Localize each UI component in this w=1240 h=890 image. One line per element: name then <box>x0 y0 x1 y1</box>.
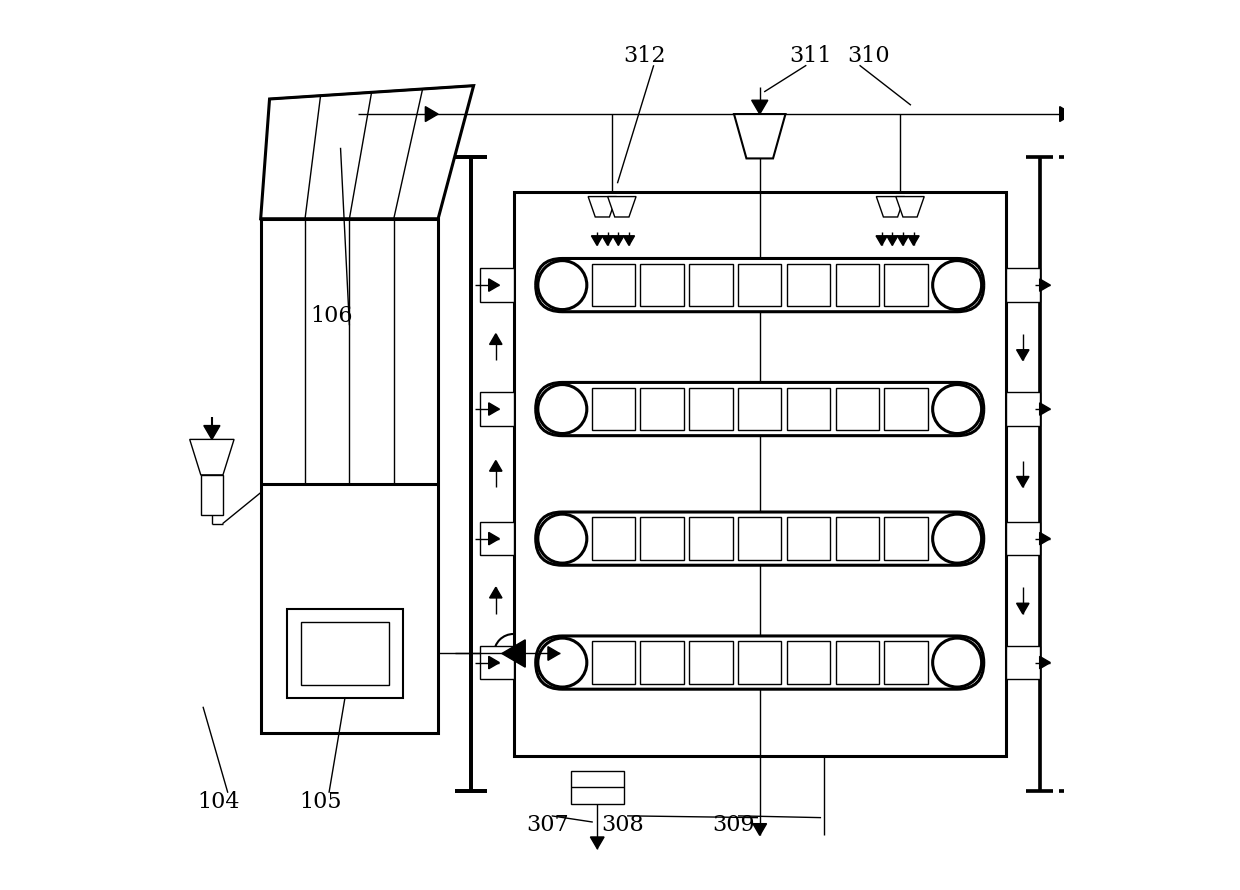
Polygon shape <box>548 647 559 660</box>
Bar <box>288 609 403 698</box>
Polygon shape <box>190 440 234 475</box>
Bar <box>201 475 222 514</box>
Bar <box>836 388 879 431</box>
Polygon shape <box>591 236 603 246</box>
Bar <box>1006 522 1039 555</box>
Polygon shape <box>1060 107 1073 122</box>
Polygon shape <box>490 587 502 598</box>
Polygon shape <box>590 837 604 849</box>
Bar <box>787 517 831 560</box>
Polygon shape <box>624 236 635 246</box>
Bar <box>836 642 879 684</box>
Polygon shape <box>502 640 526 668</box>
Text: 311: 311 <box>790 45 832 68</box>
Bar <box>591 263 635 306</box>
Bar <box>480 268 513 302</box>
Bar <box>640 263 684 306</box>
Bar <box>884 263 928 306</box>
Bar <box>1006 646 1039 679</box>
Polygon shape <box>895 197 924 217</box>
Bar <box>480 646 513 679</box>
Polygon shape <box>203 425 219 440</box>
Polygon shape <box>1039 656 1050 668</box>
Polygon shape <box>603 236 614 246</box>
Polygon shape <box>608 197 636 217</box>
Polygon shape <box>489 403 500 416</box>
Bar <box>689 517 733 560</box>
Polygon shape <box>898 236 909 246</box>
Bar <box>884 388 928 431</box>
Text: 106: 106 <box>310 305 353 328</box>
FancyBboxPatch shape <box>536 383 983 436</box>
Bar <box>480 522 513 555</box>
Polygon shape <box>489 279 500 291</box>
Text: 310: 310 <box>847 45 890 68</box>
Bar <box>738 517 781 560</box>
Text: 105: 105 <box>299 790 341 813</box>
FancyBboxPatch shape <box>536 258 983 311</box>
Bar <box>689 642 733 684</box>
Polygon shape <box>875 236 888 246</box>
Polygon shape <box>1039 532 1050 545</box>
Bar <box>1006 268 1039 302</box>
Bar <box>787 388 831 431</box>
Bar <box>689 388 733 431</box>
Bar <box>591 642 635 684</box>
Bar <box>787 642 831 684</box>
Text: 104: 104 <box>197 790 241 813</box>
Polygon shape <box>1039 279 1050 291</box>
Text: 307: 307 <box>526 813 569 836</box>
Polygon shape <box>425 107 438 122</box>
Bar <box>738 642 781 684</box>
Bar <box>738 263 781 306</box>
Polygon shape <box>753 823 766 836</box>
Bar <box>260 219 438 733</box>
Bar <box>836 517 879 560</box>
Polygon shape <box>1017 350 1029 360</box>
Text: 309: 309 <box>712 813 755 836</box>
Polygon shape <box>260 85 474 219</box>
Bar <box>591 388 635 431</box>
Polygon shape <box>588 197 616 217</box>
Polygon shape <box>489 656 500 668</box>
Bar <box>591 517 635 560</box>
Bar <box>640 517 684 560</box>
Bar <box>1006 392 1039 426</box>
Bar <box>300 622 389 684</box>
Bar <box>738 388 781 431</box>
Polygon shape <box>877 197 905 217</box>
Text: 312: 312 <box>624 45 666 68</box>
Bar <box>570 771 624 805</box>
Polygon shape <box>490 460 502 471</box>
FancyBboxPatch shape <box>536 636 983 689</box>
Bar <box>480 392 513 426</box>
Polygon shape <box>734 114 785 158</box>
Polygon shape <box>490 334 502 344</box>
Polygon shape <box>1017 603 1029 614</box>
Polygon shape <box>751 101 768 114</box>
Bar <box>884 642 928 684</box>
Polygon shape <box>489 532 500 545</box>
Bar <box>640 388 684 431</box>
Polygon shape <box>613 236 624 246</box>
Bar <box>884 517 928 560</box>
Bar <box>513 192 1006 756</box>
Text: 308: 308 <box>601 813 644 836</box>
Bar <box>689 263 733 306</box>
Bar <box>640 642 684 684</box>
FancyBboxPatch shape <box>536 512 983 565</box>
Polygon shape <box>1039 403 1050 416</box>
Bar <box>836 263 879 306</box>
Polygon shape <box>1073 696 1117 730</box>
Bar <box>787 263 831 306</box>
Polygon shape <box>908 236 919 246</box>
Polygon shape <box>1017 476 1029 487</box>
Polygon shape <box>887 236 898 246</box>
